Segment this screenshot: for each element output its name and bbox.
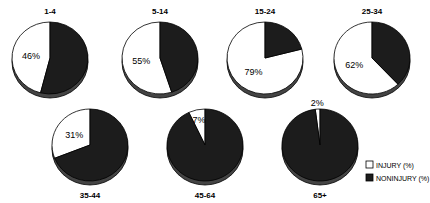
pie <box>334 22 410 98</box>
legend-label: NONINJURY (%) <box>376 175 429 183</box>
pie <box>282 109 358 185</box>
legend-swatch <box>366 174 373 181</box>
category-label: 45-64 <box>195 191 216 200</box>
category-label: 35-44 <box>80 191 101 200</box>
chart: 46% 1-4 55% 5-14 79% 15-24 62% 25-34 31% 35-44 7% 4… <box>0 0 430 203</box>
pie-slice <box>160 22 198 92</box>
legend-swatch <box>366 161 373 168</box>
pie-slice <box>167 109 243 181</box>
pie-slice <box>55 109 128 181</box>
data-label: 55% <box>132 56 150 66</box>
legend-label: INJURY (%) <box>376 162 414 170</box>
category-label: 5-14 <box>152 7 169 16</box>
category-label: 65+ <box>313 191 327 200</box>
category-label: 15-24 <box>255 7 276 16</box>
pie <box>52 109 128 185</box>
pie <box>12 22 88 98</box>
category-label: 25-34 <box>362 7 383 16</box>
pie <box>122 22 198 98</box>
pie-slice <box>265 22 302 58</box>
pie <box>167 109 243 185</box>
pie-slice <box>41 22 88 94</box>
data-label: 7% <box>192 115 205 125</box>
pie-slice <box>282 109 358 181</box>
pie-slice <box>227 22 303 94</box>
data-label: 31% <box>65 130 83 140</box>
data-label: 46% <box>22 51 40 61</box>
data-label: 2% <box>311 98 324 108</box>
data-label: 79% <box>244 67 262 77</box>
category-label: 1-4 <box>44 7 56 16</box>
pie <box>227 22 303 98</box>
data-label: 62% <box>345 60 363 70</box>
pie-slice <box>372 22 410 84</box>
legend: INJURY (%) NONINJURY (%) <box>366 161 429 183</box>
